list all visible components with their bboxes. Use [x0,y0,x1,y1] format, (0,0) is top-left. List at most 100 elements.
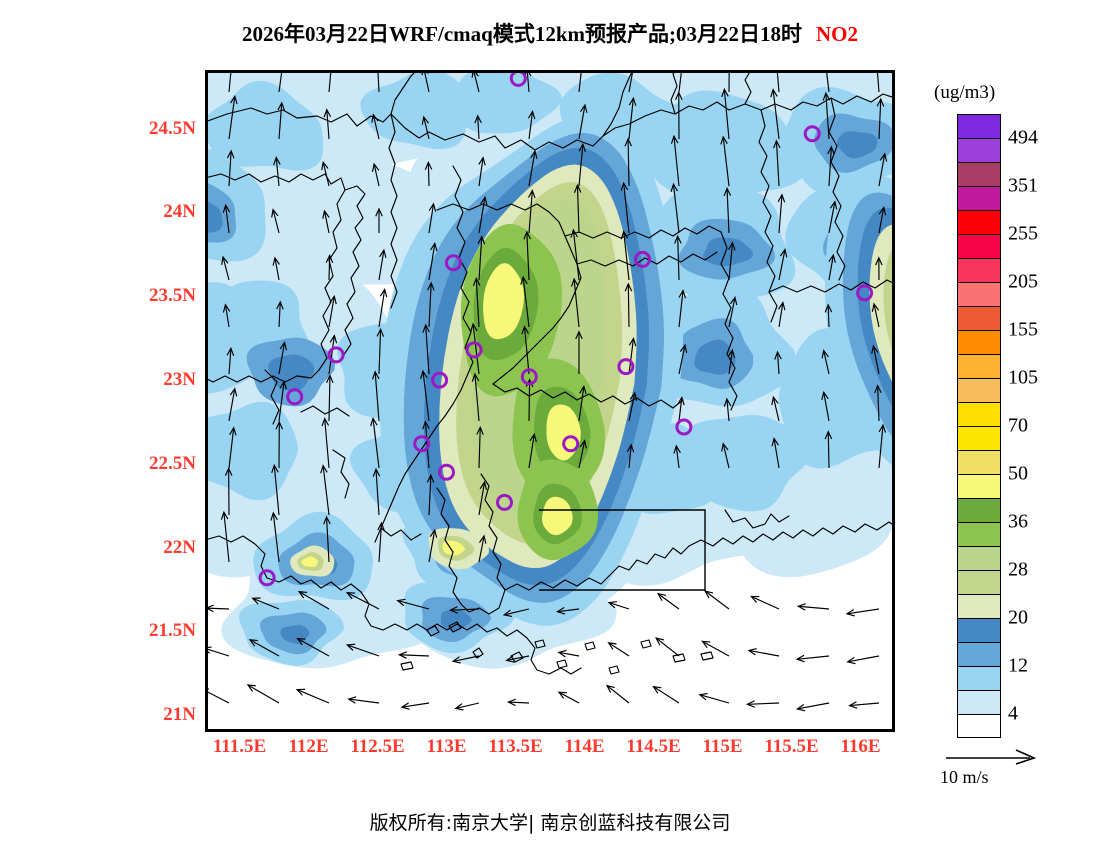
city-marker-layer[interactable] [258,70,874,587]
province-border-north [205,70,418,127]
wind-vector-head [620,230,629,240]
wind-vector-head [875,256,883,266]
wind-vector-head [229,387,238,397]
city-marker[interactable] [496,493,513,511]
lon-tick-label: 114E [564,736,605,757]
wind-vector-head [673,444,681,454]
wind-vector [578,440,586,469]
wind-vector-head [472,277,481,287]
map-plot-area[interactable] [205,70,895,732]
prefecture-border-east-2 [758,109,778,323]
colorbar-tick-label: 494 [1008,126,1038,149]
wind-vector [278,342,286,375]
wind-vector [347,644,380,657]
wind-vector-head [426,473,435,483]
city-marker[interactable] [634,250,651,268]
prefecture-border-central-6 [576,251,718,267]
colorbar-tick-label: 205 [1008,270,1038,293]
wind-vector [578,386,585,422]
wind-vector-head [377,521,385,531]
wind-vector [722,136,730,187]
wind-vector [677,236,680,281]
contour-band-28 [268,354,315,392]
wind-vector-head [723,397,732,407]
city-marker[interactable] [617,358,635,376]
coastline-daya-bay [608,545,690,577]
city-marker[interactable] [431,371,449,389]
wind-vector [252,597,280,610]
wind-vector [873,303,880,328]
wind-vector [475,278,480,328]
wind-vector [348,698,380,704]
wind-vector [797,702,830,710]
wind-vector [653,686,680,704]
wind-vector-head [226,149,235,159]
city-marker[interactable] [562,435,580,453]
wind-vector-head [376,327,385,337]
wind-vector [773,438,780,469]
wind-vector [699,694,730,704]
wind-vector-head [477,235,486,245]
wind-vector [827,431,830,469]
wind-vector-head [750,595,760,603]
wind-vector [272,209,280,234]
city-marker[interactable] [286,388,304,406]
wind-vector [378,250,385,281]
city-marker[interactable] [258,569,276,587]
prefecture-border-central-4 [564,225,722,239]
city-marker[interactable] [520,368,538,386]
wind-vector-head [371,113,379,123]
wind-vector [452,655,480,662]
wind-vector-head [527,110,536,120]
wind-vector [322,162,330,187]
contour-band-28 [205,200,223,233]
city-marker[interactable] [413,435,431,453]
wind-vector-head [523,230,531,240]
wind-vector [478,236,483,281]
coastline-prd-east [480,473,506,591]
colorbar-swatch [957,186,1001,210]
wind-vector-head [429,241,438,252]
wind-vector-head [277,101,285,111]
wind-vector-head [321,417,330,427]
city-marker[interactable] [444,254,462,272]
wind-vector-head [578,142,586,153]
wind-vector-head [679,343,688,354]
wind-vector [878,424,884,469]
wind-vector-head [297,590,308,599]
wind-vector [378,329,382,375]
city-marker[interactable] [803,125,821,143]
wind-vector-head [347,696,357,704]
map-canvas[interactable] [205,70,895,732]
wind-vector-head [745,700,755,708]
wind-vector [878,99,882,140]
wind-vector-head [528,189,536,199]
city-marker[interactable] [327,346,345,364]
wind-vector-head [778,301,786,311]
city-marker[interactable] [465,341,483,359]
wind-vector-head [698,692,708,701]
city-marker[interactable] [675,418,693,436]
wind-vector [627,138,630,187]
wind-vector-head [424,160,433,170]
city-marker[interactable] [856,284,874,302]
wind-vector-head [656,592,667,601]
wind-vector [728,242,734,281]
wind-vector-head [654,637,665,646]
city-marker[interactable] [438,463,455,481]
wind-vector [375,469,380,516]
wind-vector [726,398,730,422]
wind-vector-head [721,442,729,452]
wind-vector-head [451,656,461,664]
wind-vector [847,655,880,663]
wind-vector [399,654,430,657]
lon-tick-label: 112E [288,736,329,757]
wind-vector [623,182,630,234]
wind-vector [778,194,783,234]
wind-vector-head [557,691,567,699]
wind-vector-head [871,302,880,312]
wind-vector [776,351,780,375]
contour-band-12 [682,414,812,512]
wind-vector-head [246,684,256,692]
wind-vector-head [479,534,487,544]
